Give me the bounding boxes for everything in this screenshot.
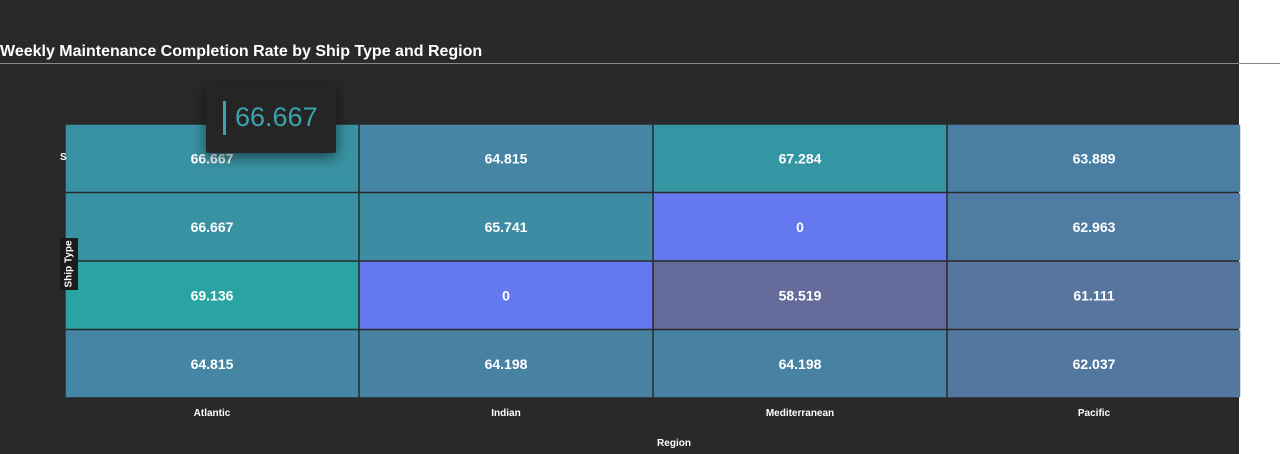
- cell-value-label: 0: [502, 287, 510, 303]
- cell-value-label: 67.284: [779, 150, 822, 166]
- y-axis-title-box: [60, 238, 78, 290]
- heatmap-cell[interactable]: [947, 261, 1241, 329]
- tooltip-value: 66.667: [235, 102, 318, 132]
- cell-value-label: 65.741: [485, 219, 528, 235]
- cell-value-label: 69.136: [191, 287, 234, 303]
- tooltip-accent-bar: [223, 101, 226, 135]
- heatmap-cell[interactable]: [65, 330, 359, 398]
- title-divider: [0, 63, 1280, 64]
- cell-value-label: 0: [796, 219, 804, 235]
- x-tick-label: Atlantic: [194, 408, 231, 419]
- cell-value-label: 66.667: [191, 219, 234, 235]
- heatmap-cell[interactable]: [65, 261, 359, 329]
- cell-value-label: 64.815: [191, 356, 234, 372]
- x-tick-label: Pacific: [1078, 408, 1111, 419]
- chart-title: Weekly Maintenance Completion Rate by Sh…: [0, 43, 483, 60]
- cell-value-label: 58.519: [779, 287, 822, 303]
- cell-value-label: 64.198: [779, 356, 822, 372]
- heatmap-cell[interactable]: [359, 193, 653, 261]
- heatmap-cell[interactable]: [653, 124, 947, 192]
- heatmap-cell[interactable]: [653, 261, 947, 329]
- cell-value-label: 66.667: [191, 150, 234, 166]
- x-tick-label: Mediterranean: [766, 408, 834, 419]
- heatmap-cell[interactable]: [947, 193, 1241, 261]
- cell-value-label: 61.111: [1073, 287, 1114, 303]
- cell-value-label: 62.963: [1073, 219, 1116, 235]
- heatmap-cell[interactable]: [359, 330, 653, 398]
- heatmap-cell[interactable]: [947, 124, 1241, 192]
- heatmap-cell[interactable]: [653, 330, 947, 398]
- heatmap-cell[interactable]: [653, 193, 947, 261]
- heatmap-cell[interactable]: [65, 193, 359, 261]
- y-axis-title: Ship Type: [63, 240, 75, 288]
- x-axis-title: Region: [657, 438, 691, 449]
- cell-value-label: 64.815: [485, 150, 528, 166]
- cell-value-label: 64.198: [485, 356, 528, 372]
- cell-value-label: 62.037: [1073, 356, 1116, 372]
- heatmap-cell[interactable]: [359, 261, 653, 329]
- heatmap-cell[interactable]: [359, 124, 653, 192]
- hover-tooltip: 66.667: [206, 84, 336, 153]
- heatmap-cell[interactable]: [947, 330, 1241, 398]
- y-tick-label: S: [60, 152, 67, 163]
- x-tick-label: Indian: [491, 408, 520, 419]
- cell-value-label: 63.889: [1073, 150, 1116, 166]
